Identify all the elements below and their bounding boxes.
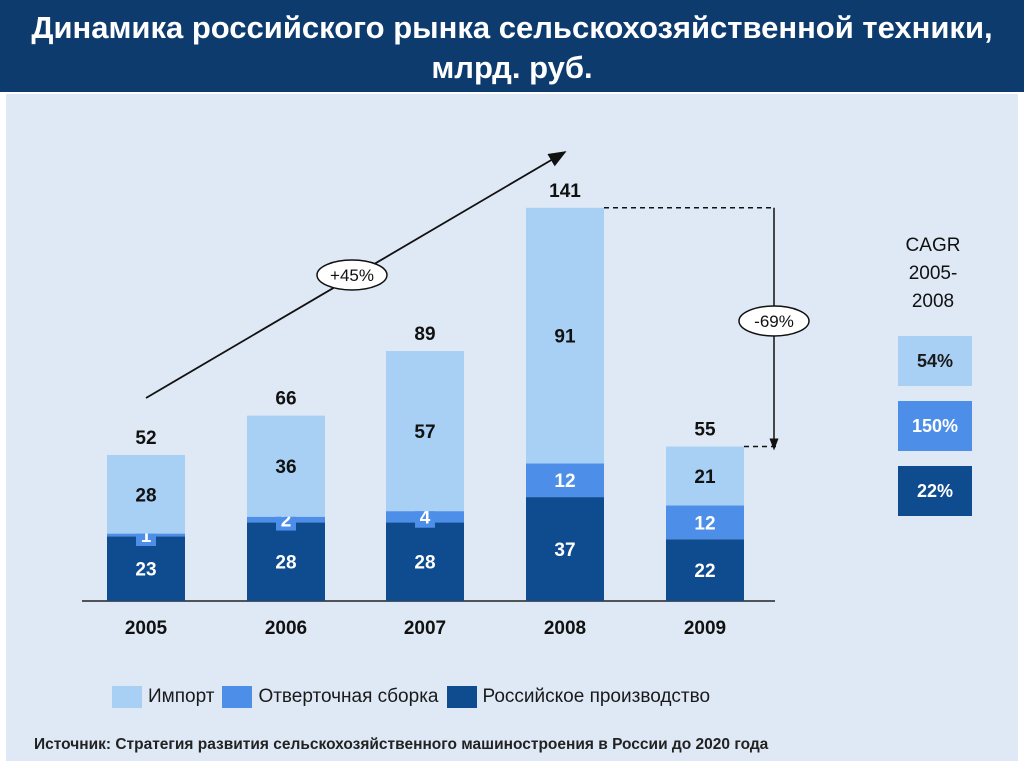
growth-label: +45% <box>330 266 374 285</box>
decline-label: -69% <box>754 312 794 331</box>
legend-label: Отверточная сборка <box>258 686 439 707</box>
growth-badge <box>316 259 388 291</box>
cagr-title-line: 2008 <box>912 291 954 312</box>
segment-value-label: 22 <box>694 561 715 582</box>
cagr-box <box>898 401 972 451</box>
x-tick-label: 2009 <box>684 618 726 639</box>
legend: Импорт Отверточная сборка Российское произ… <box>112 684 718 710</box>
decline-badge <box>738 305 810 337</box>
segment-value-label: 4 <box>420 508 431 529</box>
total-label: 89 <box>414 324 435 345</box>
total-label: 55 <box>694 420 716 441</box>
legend-swatch <box>112 686 142 708</box>
chart-title-line-2: млрд. руб. <box>431 50 593 85</box>
segment-value-label: 2 <box>281 511 292 532</box>
x-tick-label: 2005 <box>125 618 168 639</box>
small-label-box <box>415 505 435 528</box>
legend-swatch <box>222 686 253 708</box>
segment-value-label: 37 <box>554 540 575 561</box>
source-note: Источник: Стратегия развития сельскохозя… <box>34 736 769 753</box>
cagr-box <box>898 466 972 516</box>
legend-label: Российское производство <box>482 686 711 707</box>
chart-title-line-1: Динамика российского рынка сельскохозяйс… <box>31 10 993 45</box>
segment-value-label: 21 <box>694 467 716 488</box>
legend-item: Импорт <box>112 686 214 708</box>
bar-segment <box>666 505 744 540</box>
bar-segment <box>107 454 185 534</box>
segment-value-label: 23 <box>135 560 156 581</box>
bar-segment <box>247 415 325 517</box>
legend-item: Российское производство <box>446 686 711 708</box>
cagr-box <box>898 336 972 386</box>
total-label: 52 <box>135 428 156 449</box>
title-band: Динамика российского рынка сельскохозяйс… <box>0 0 1024 92</box>
segment-value-label: 12 <box>554 471 575 492</box>
bar-segment <box>386 522 464 601</box>
x-tick-label: 2007 <box>404 618 446 639</box>
bar-segment <box>526 463 604 498</box>
bar-segment <box>247 522 325 601</box>
legend-label: Импорт <box>148 686 215 707</box>
bar-segment <box>526 207 604 464</box>
segment-value-label: 12 <box>694 513 715 534</box>
cagr-value: 22% <box>917 481 953 501</box>
segment-value-label: 57 <box>414 422 435 443</box>
segment-value-label: 91 <box>554 327 576 348</box>
x-tick-label: 2006 <box>265 618 307 639</box>
bar-segment <box>666 539 744 601</box>
x-tick-label: 2008 <box>544 618 586 639</box>
bar-segment <box>386 351 464 512</box>
bar-segment <box>666 446 744 506</box>
cagr-value: 54% <box>917 351 953 371</box>
cagr-title-line: CAGR <box>906 235 961 256</box>
segment-value-label: 28 <box>414 553 435 574</box>
segment-value-label: 28 <box>135 485 156 506</box>
total-label: 141 <box>549 181 581 202</box>
segment-value-label: 1 <box>141 526 152 547</box>
chart-panel <box>6 94 1018 761</box>
legend-item: Отверточная сборка <box>222 686 439 708</box>
total-label: 66 <box>275 389 296 410</box>
legend-swatch <box>446 686 477 708</box>
segment-value-label: 28 <box>275 553 296 574</box>
bar-segment <box>107 536 185 601</box>
segment-value-label: 36 <box>275 457 296 478</box>
cagr-title-line: 2005- <box>909 263 958 284</box>
cagr-value: 150% <box>912 416 958 436</box>
bar-segment <box>526 497 604 601</box>
